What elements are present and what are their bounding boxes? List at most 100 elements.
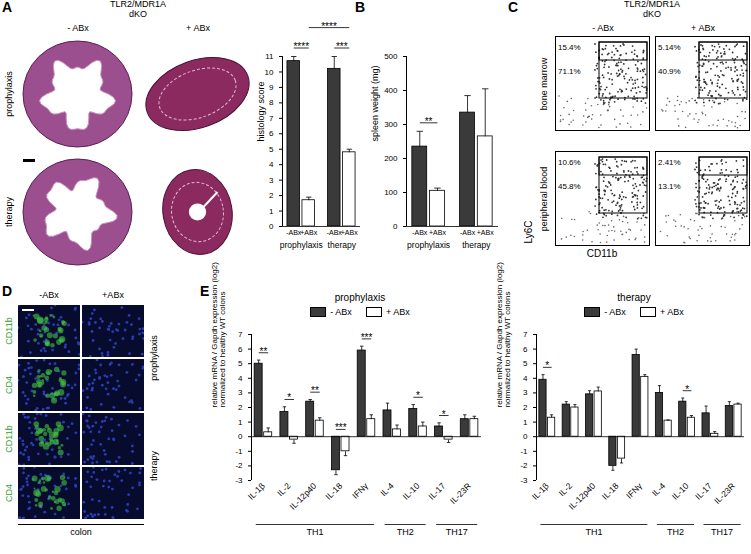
svg-text:IL-17: IL-17 [693, 481, 714, 502]
svg-text:IL-1β: IL-1β [530, 481, 551, 502]
svg-text:0: 0 [523, 432, 528, 441]
svg-text:TH2: TH2 [397, 527, 414, 537]
svg-text:7: 7 [238, 330, 243, 339]
svg-text:10.6%: 10.6% [558, 158, 581, 167]
svg-text:2: 2 [269, 191, 274, 200]
svg-text:10: 10 [265, 68, 274, 77]
svg-text:IL-4: IL-4 [650, 481, 668, 499]
svg-text:5: 5 [523, 359, 528, 368]
svg-text:*: * [442, 409, 446, 420]
svg-text:***: *** [335, 422, 347, 433]
svg-text:0: 0 [393, 222, 398, 231]
svg-text:-3: -3 [235, 476, 243, 485]
svg-text:-2: -2 [235, 461, 243, 470]
svg-text:5: 5 [238, 359, 243, 368]
svg-text:****: **** [321, 21, 337, 32]
svg-text:**: ** [425, 116, 433, 127]
svg-text:IL-2: IL-2 [275, 481, 293, 499]
svg-text:IL-2: IL-2 [557, 481, 575, 499]
svg-text:TH1: TH1 [585, 527, 602, 537]
svg-text:therapy: therapy [328, 240, 357, 250]
svg-text:-1: -1 [235, 447, 243, 456]
svg-text:TH1: TH1 [306, 527, 323, 537]
svg-text:3: 3 [523, 388, 528, 397]
svg-text:+ABx: +ABx [429, 229, 446, 236]
svg-text:IL-18: IL-18 [323, 481, 344, 502]
svg-text:-2: -2 [520, 461, 528, 470]
svg-text:prophylaxis: prophylaxis [407, 240, 450, 250]
svg-text:TH17: TH17 [711, 527, 733, 537]
svg-text:IL-23R: IL-23R [448, 481, 473, 506]
svg-text:IL-4: IL-4 [378, 481, 396, 499]
svg-text:45.8%: 45.8% [558, 182, 581, 191]
svg-text:7: 7 [523, 330, 528, 339]
svg-text:4: 4 [523, 374, 528, 383]
svg-text:71.1%: 71.1% [558, 67, 581, 76]
svg-text:1: 1 [269, 207, 274, 216]
svg-text:*: * [416, 390, 420, 401]
svg-text:IL-12p40: IL-12p40 [567, 481, 598, 512]
svg-text:IL-17: IL-17 [426, 481, 447, 502]
svg-text:300: 300 [384, 120, 398, 129]
svg-text:0: 0 [238, 432, 243, 441]
svg-text:IFNγ: IFNγ [350, 480, 370, 500]
svg-text:40.9%: 40.9% [658, 67, 681, 76]
svg-text:100: 100 [384, 188, 398, 197]
svg-text:7: 7 [269, 114, 274, 123]
svg-text:-3: -3 [520, 476, 528, 485]
svg-text:relative mRNA / Gapdh expressi: relative mRNA / Gapdh expression (log2)n… [210, 262, 227, 408]
svg-text:spleen weight (mg): spleen weight (mg) [370, 65, 380, 141]
svg-text:400: 400 [384, 86, 398, 95]
svg-text:*: * [287, 392, 291, 403]
svg-text:8: 8 [269, 98, 274, 107]
svg-text:+ABx: +ABx [341, 229, 358, 236]
svg-text:4: 4 [269, 160, 274, 169]
svg-text:500: 500 [384, 52, 398, 61]
svg-text:-ABx: -ABx [460, 229, 476, 236]
svg-text:9: 9 [269, 83, 274, 92]
svg-text:-ABx: -ABx [412, 229, 428, 236]
svg-text:5: 5 [269, 145, 274, 154]
svg-text:relative mRNA / Gapdh expressi: relative mRNA / Gapdh expression (log2)n… [495, 262, 512, 408]
svg-text:1: 1 [238, 418, 243, 427]
svg-text:2: 2 [523, 403, 528, 412]
svg-text:IL-23R: IL-23R [712, 481, 737, 506]
svg-text:6: 6 [523, 345, 528, 354]
svg-text:TH2: TH2 [667, 527, 684, 537]
svg-text:**: ** [311, 385, 319, 396]
svg-text:0: 0 [269, 222, 274, 231]
svg-text:histology score: histology score [256, 81, 266, 141]
svg-text:IL-10: IL-10 [401, 481, 422, 502]
svg-text:prophylaxis: prophylaxis [280, 240, 323, 250]
svg-text:6: 6 [269, 129, 274, 138]
svg-text:3: 3 [238, 388, 243, 397]
svg-text:TH17: TH17 [446, 527, 468, 537]
svg-text:*: * [545, 360, 549, 371]
svg-text:***: *** [336, 41, 348, 52]
svg-text:**: ** [260, 346, 268, 357]
svg-text:2.41%: 2.41% [658, 158, 681, 167]
html-text:TLR2/MDR1A dKO: TLR2/MDR1A dKO [110, 0, 166, 19]
svg-text:****: **** [293, 41, 309, 52]
svg-text:IL-1β: IL-1β [246, 481, 267, 502]
svg-text:*: * [685, 384, 689, 395]
svg-text:5.14%: 5.14% [658, 43, 681, 52]
svg-text:6: 6 [238, 345, 243, 354]
svg-text:IL-12p40: IL-12p40 [288, 481, 319, 512]
svg-text:-1: -1 [520, 447, 528, 456]
svg-text:200: 200 [384, 154, 398, 163]
svg-text:15.4%: 15.4% [558, 43, 581, 52]
svg-text:IL-18: IL-18 [600, 481, 621, 502]
svg-text:***: *** [361, 332, 373, 343]
svg-text:IL-10: IL-10 [670, 481, 691, 502]
svg-text:therapy: therapy [462, 240, 491, 250]
svg-text:4: 4 [238, 374, 243, 383]
svg-text:+ABx: +ABx [300, 229, 317, 236]
svg-text:2: 2 [238, 403, 243, 412]
svg-text:3: 3 [269, 176, 274, 185]
svg-text:13.1%: 13.1% [658, 182, 681, 191]
svg-text:11: 11 [265, 52, 274, 61]
svg-text:IFNγ: IFNγ [624, 480, 644, 500]
svg-text:1: 1 [523, 418, 528, 427]
svg-text:+ABx: +ABx [477, 229, 494, 236]
